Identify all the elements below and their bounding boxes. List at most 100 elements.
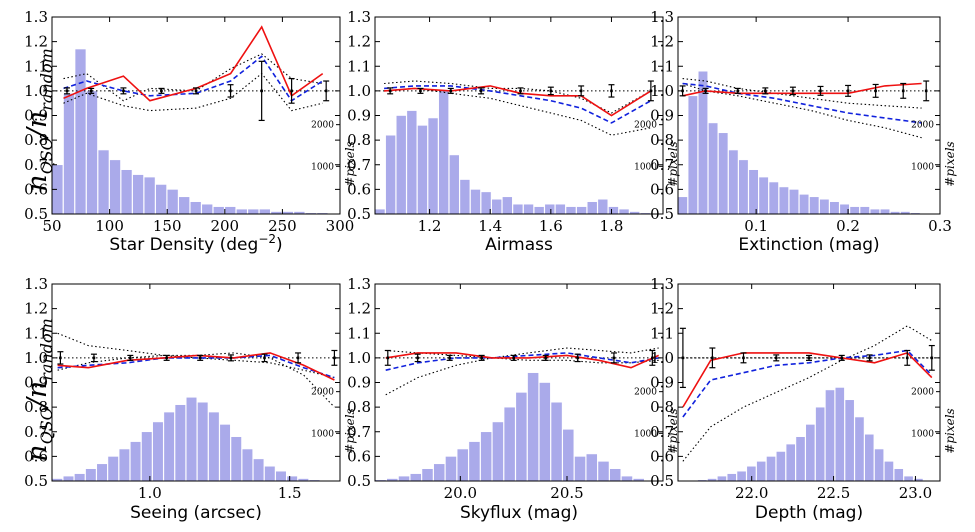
plot-area bbox=[678, 70, 940, 214]
xtick-label: 1.8 bbox=[600, 217, 624, 235]
ytick-label: 0.7 bbox=[24, 156, 48, 174]
xtick-label: 22.5 bbox=[817, 484, 850, 502]
hist-bar bbox=[618, 208, 630, 214]
hist-bar bbox=[491, 198, 503, 214]
error-point bbox=[296, 356, 300, 360]
ytick-label: 0.9 bbox=[347, 374, 371, 392]
hist-tick-label: 1000 bbox=[634, 162, 657, 172]
error-point bbox=[419, 89, 422, 93]
hist-bar bbox=[166, 189, 179, 214]
hist-bar bbox=[874, 448, 885, 481]
ytick-label: 1.1 bbox=[24, 324, 48, 342]
qso-red-line bbox=[57, 352, 335, 381]
hist-tick-label: 1000 bbox=[911, 162, 934, 172]
ytick-label: 1.0 bbox=[650, 349, 674, 367]
hist-bar bbox=[527, 372, 539, 481]
hist-bar bbox=[788, 189, 800, 214]
hist-bar bbox=[212, 206, 225, 214]
error-point bbox=[840, 356, 844, 360]
error-point bbox=[924, 89, 928, 93]
ytick-label: 0.5 bbox=[24, 472, 48, 490]
ytick-label: 0.9 bbox=[347, 107, 371, 125]
corrected-blue-line bbox=[385, 352, 659, 371]
hist-bar bbox=[903, 475, 914, 481]
ytick-label: 0.7 bbox=[347, 156, 371, 174]
hist-bar bbox=[708, 122, 719, 214]
error-point bbox=[711, 356, 714, 360]
error-point bbox=[791, 89, 795, 93]
hist-bar bbox=[512, 203, 524, 214]
mock-upper-line bbox=[682, 325, 933, 462]
hist-bar bbox=[910, 212, 921, 214]
hist-bar bbox=[398, 475, 410, 481]
ytick-label: 1.3 bbox=[650, 8, 674, 26]
hist-bar bbox=[608, 206, 619, 214]
mock-upper-line bbox=[385, 347, 659, 396]
xtick-label: 100 bbox=[95, 217, 124, 235]
hist-bar bbox=[52, 478, 63, 481]
ytick-label: 1.3 bbox=[650, 275, 674, 293]
qso-red-line bbox=[682, 351, 933, 408]
hist-bar bbox=[417, 125, 428, 214]
xaxis-label: Depth (mag) bbox=[755, 503, 863, 523]
hist-bar bbox=[427, 117, 439, 214]
ytick-label: 1.3 bbox=[24, 8, 48, 26]
hist-bar bbox=[107, 456, 119, 481]
hist-bar bbox=[829, 201, 840, 214]
error-point bbox=[649, 89, 653, 93]
hist-bar bbox=[52, 164, 64, 214]
plot-area bbox=[375, 347, 663, 481]
hist-bar bbox=[85, 468, 97, 481]
hist-bar bbox=[247, 208, 260, 214]
ytick-label: 0.6 bbox=[650, 447, 674, 465]
hist-bar bbox=[748, 169, 759, 214]
xtick-label: 0.1 bbox=[744, 217, 768, 235]
error-point bbox=[92, 356, 96, 360]
hist-bar bbox=[550, 401, 563, 481]
hist-bar bbox=[438, 90, 449, 214]
hist-bar bbox=[197, 401, 209, 481]
xtick-label: 20.0 bbox=[444, 484, 477, 502]
mock-lower-line bbox=[385, 349, 659, 364]
error-point bbox=[736, 89, 740, 93]
hist-bar bbox=[678, 196, 688, 214]
ytick-label: 1.1 bbox=[650, 57, 674, 75]
ytick-label: 0.6 bbox=[347, 180, 371, 198]
error-point bbox=[388, 89, 392, 93]
panel-4: 0.5 0.6 0.7 0.8 0.9 1.0 1.1 1.2 1.3 1.0 1.5 1000 200… bbox=[24, 275, 357, 523]
hist-bar bbox=[890, 211, 901, 214]
ytick-label: 0.6 bbox=[24, 180, 48, 198]
mock-upper-line bbox=[682, 78, 922, 109]
hist-bar bbox=[758, 176, 769, 214]
error-point bbox=[549, 89, 553, 93]
ytick-label: 1.0 bbox=[24, 82, 48, 100]
xtick-label: 23.0 bbox=[899, 484, 932, 502]
hist-bar bbox=[97, 149, 110, 214]
hist-bar bbox=[728, 149, 739, 214]
hist-bar bbox=[492, 421, 504, 481]
hist-bar bbox=[884, 460, 894, 481]
error-point bbox=[479, 89, 483, 93]
ytick-label: 0.7 bbox=[24, 423, 48, 441]
error-point bbox=[165, 356, 168, 360]
hist-bar bbox=[621, 475, 633, 481]
ytick-label: 0.9 bbox=[650, 107, 674, 125]
error-point bbox=[544, 356, 547, 360]
hist-bar bbox=[503, 406, 516, 481]
hist-tick-label: 1000 bbox=[911, 429, 934, 439]
hist-bar bbox=[523, 203, 534, 214]
hist-bar bbox=[799, 194, 810, 214]
error-point bbox=[868, 356, 871, 360]
hist-axis-label: #pixels bbox=[666, 408, 680, 453]
plot-area bbox=[678, 325, 940, 481]
ytick-label: 0.6 bbox=[24, 447, 48, 465]
hist-bar bbox=[270, 211, 283, 214]
error-point bbox=[874, 89, 877, 93]
hist-bar bbox=[726, 473, 737, 481]
hist-bar bbox=[224, 206, 237, 214]
corrected-blue-line bbox=[384, 85, 652, 124]
error-point bbox=[807, 356, 811, 360]
ytick-label: 1.0 bbox=[650, 82, 674, 100]
hist-bar bbox=[141, 431, 153, 481]
hist-bar bbox=[544, 203, 556, 214]
